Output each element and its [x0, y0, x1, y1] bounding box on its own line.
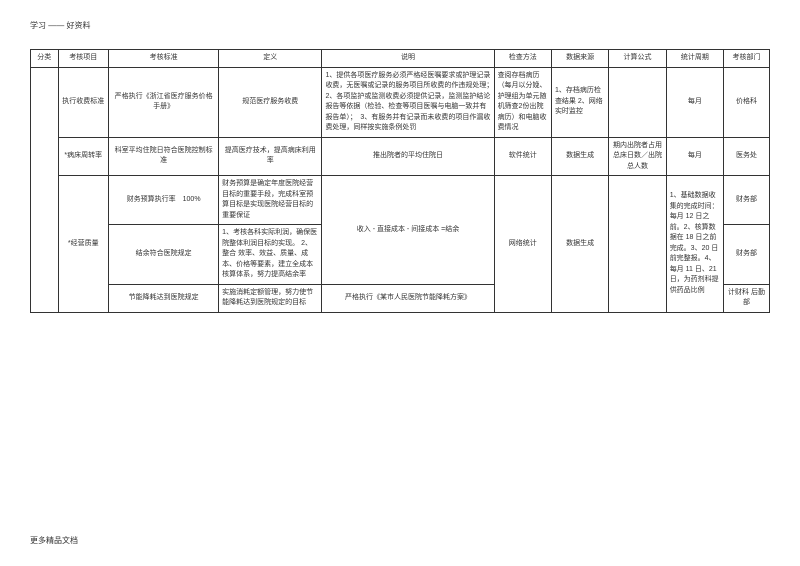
- cell-desc: 严格执行《某市人民医院节能降耗方案》: [322, 284, 494, 312]
- th-category: 分类: [31, 50, 59, 68]
- table-row: *经营质量 财务预算执行率 100% 财务预算是确定年度医院经营目标的重要手段，…: [31, 176, 770, 225]
- cell-stat: 每月: [666, 67, 723, 137]
- cell-chk: 查阅存档病历（每月以分娩、护理组为单元随机筛查2份出院病历）和电脑收费情况: [494, 67, 551, 137]
- cell-item: *病床周转率: [58, 137, 108, 176]
- th-stat: 统计周期: [666, 50, 723, 68]
- cell-std: 财务预算执行率 100%: [109, 176, 219, 225]
- cell-dept: 价格科: [724, 67, 770, 137]
- cell-dept: 财务部: [724, 176, 770, 225]
- cell-stat: 1、基础数据收集的完成时间：每月 12 日之前。2、核算数据在 18 日之前完成…: [666, 176, 723, 313]
- cell-dept: 医务处: [724, 137, 770, 176]
- cell-std: 严格执行《浙江省医疗服务价格手册》: [109, 67, 219, 137]
- cell-desc: 推出院者的平均住院日: [322, 137, 494, 176]
- cell-desc: 收入 - 直接成本 - 间接成本 =结余: [322, 176, 494, 285]
- page-footer: 更多精品文档: [30, 535, 78, 546]
- cell-desc: 1、提供各项医疗服务必须严格经医嘱要求或护理记录收费，无医嘱或记录的服务项目所收…: [322, 67, 494, 137]
- table-row: *病床周转率 科室平均住院日符合医院控制标准 提高医疗技术，提高病床利用率 推出…: [31, 137, 770, 176]
- cell-def: 实施消耗定额管理，努力使节能降耗达到医院规定的目标: [219, 284, 322, 312]
- th-standard: 考核标准: [109, 50, 219, 68]
- cell-def: 提高医疗技术，提高病床利用率: [219, 137, 322, 176]
- cell-item: *经营质量: [58, 176, 108, 313]
- cell-category: [31, 67, 59, 312]
- cell-std: 科室平均住院日符合医院控制标准: [109, 137, 219, 176]
- cell-dept: 计财科 后勤部: [724, 284, 770, 312]
- th-dept: 考核部门: [724, 50, 770, 68]
- cell-calc: [609, 176, 666, 313]
- cell-dept: 财务部: [724, 225, 770, 285]
- cell-std: 结余符合医院规定: [109, 225, 219, 285]
- cell-stat: 每月: [666, 137, 723, 176]
- cell-def: 规范医疗服务收费: [219, 67, 322, 137]
- cell-chk: 软件统计: [494, 137, 551, 176]
- cell-item: 执行收费标准: [58, 67, 108, 137]
- cell-src: 数据生成: [551, 137, 608, 176]
- th-check: 检查方法: [494, 50, 551, 68]
- page-header: 学习 —— 好资料: [30, 20, 770, 31]
- th-item: 考核项目: [58, 50, 108, 68]
- cell-calc: 期内出院者占用总床日数／出院总人数: [609, 137, 666, 176]
- th-calc: 计算公式: [609, 50, 666, 68]
- cell-src: 数据生成: [551, 176, 608, 313]
- table-row: 执行收费标准 严格执行《浙江省医疗服务价格手册》 规范医疗服务收费 1、提供各项…: [31, 67, 770, 137]
- cell-def: 1、考核各科实际利润，确保医院整体利润目标的实现。 2、整合 效率、效益、质量、…: [219, 225, 322, 285]
- cell-src: 1、存档病历检查结果 2、网络实时监控: [551, 67, 608, 137]
- table-header-row: 分类 考核项目 考核标准 定义 说明 检查方法 数据来源 计算公式 统计周期 考…: [31, 50, 770, 68]
- th-source: 数据来源: [551, 50, 608, 68]
- th-description: 说明: [322, 50, 494, 68]
- evaluation-table: 分类 考核项目 考核标准 定义 说明 检查方法 数据来源 计算公式 统计周期 考…: [30, 49, 770, 313]
- cell-chk: 网络统计: [494, 176, 551, 313]
- cell-std: 节能降耗达到医院规定: [109, 284, 219, 312]
- th-definition: 定义: [219, 50, 322, 68]
- cell-calc: [609, 67, 666, 137]
- cell-def: 财务预算是确定年度医院经营目标的重要手段，完成科室预算目标是实现医院经营目标的重…: [219, 176, 322, 225]
